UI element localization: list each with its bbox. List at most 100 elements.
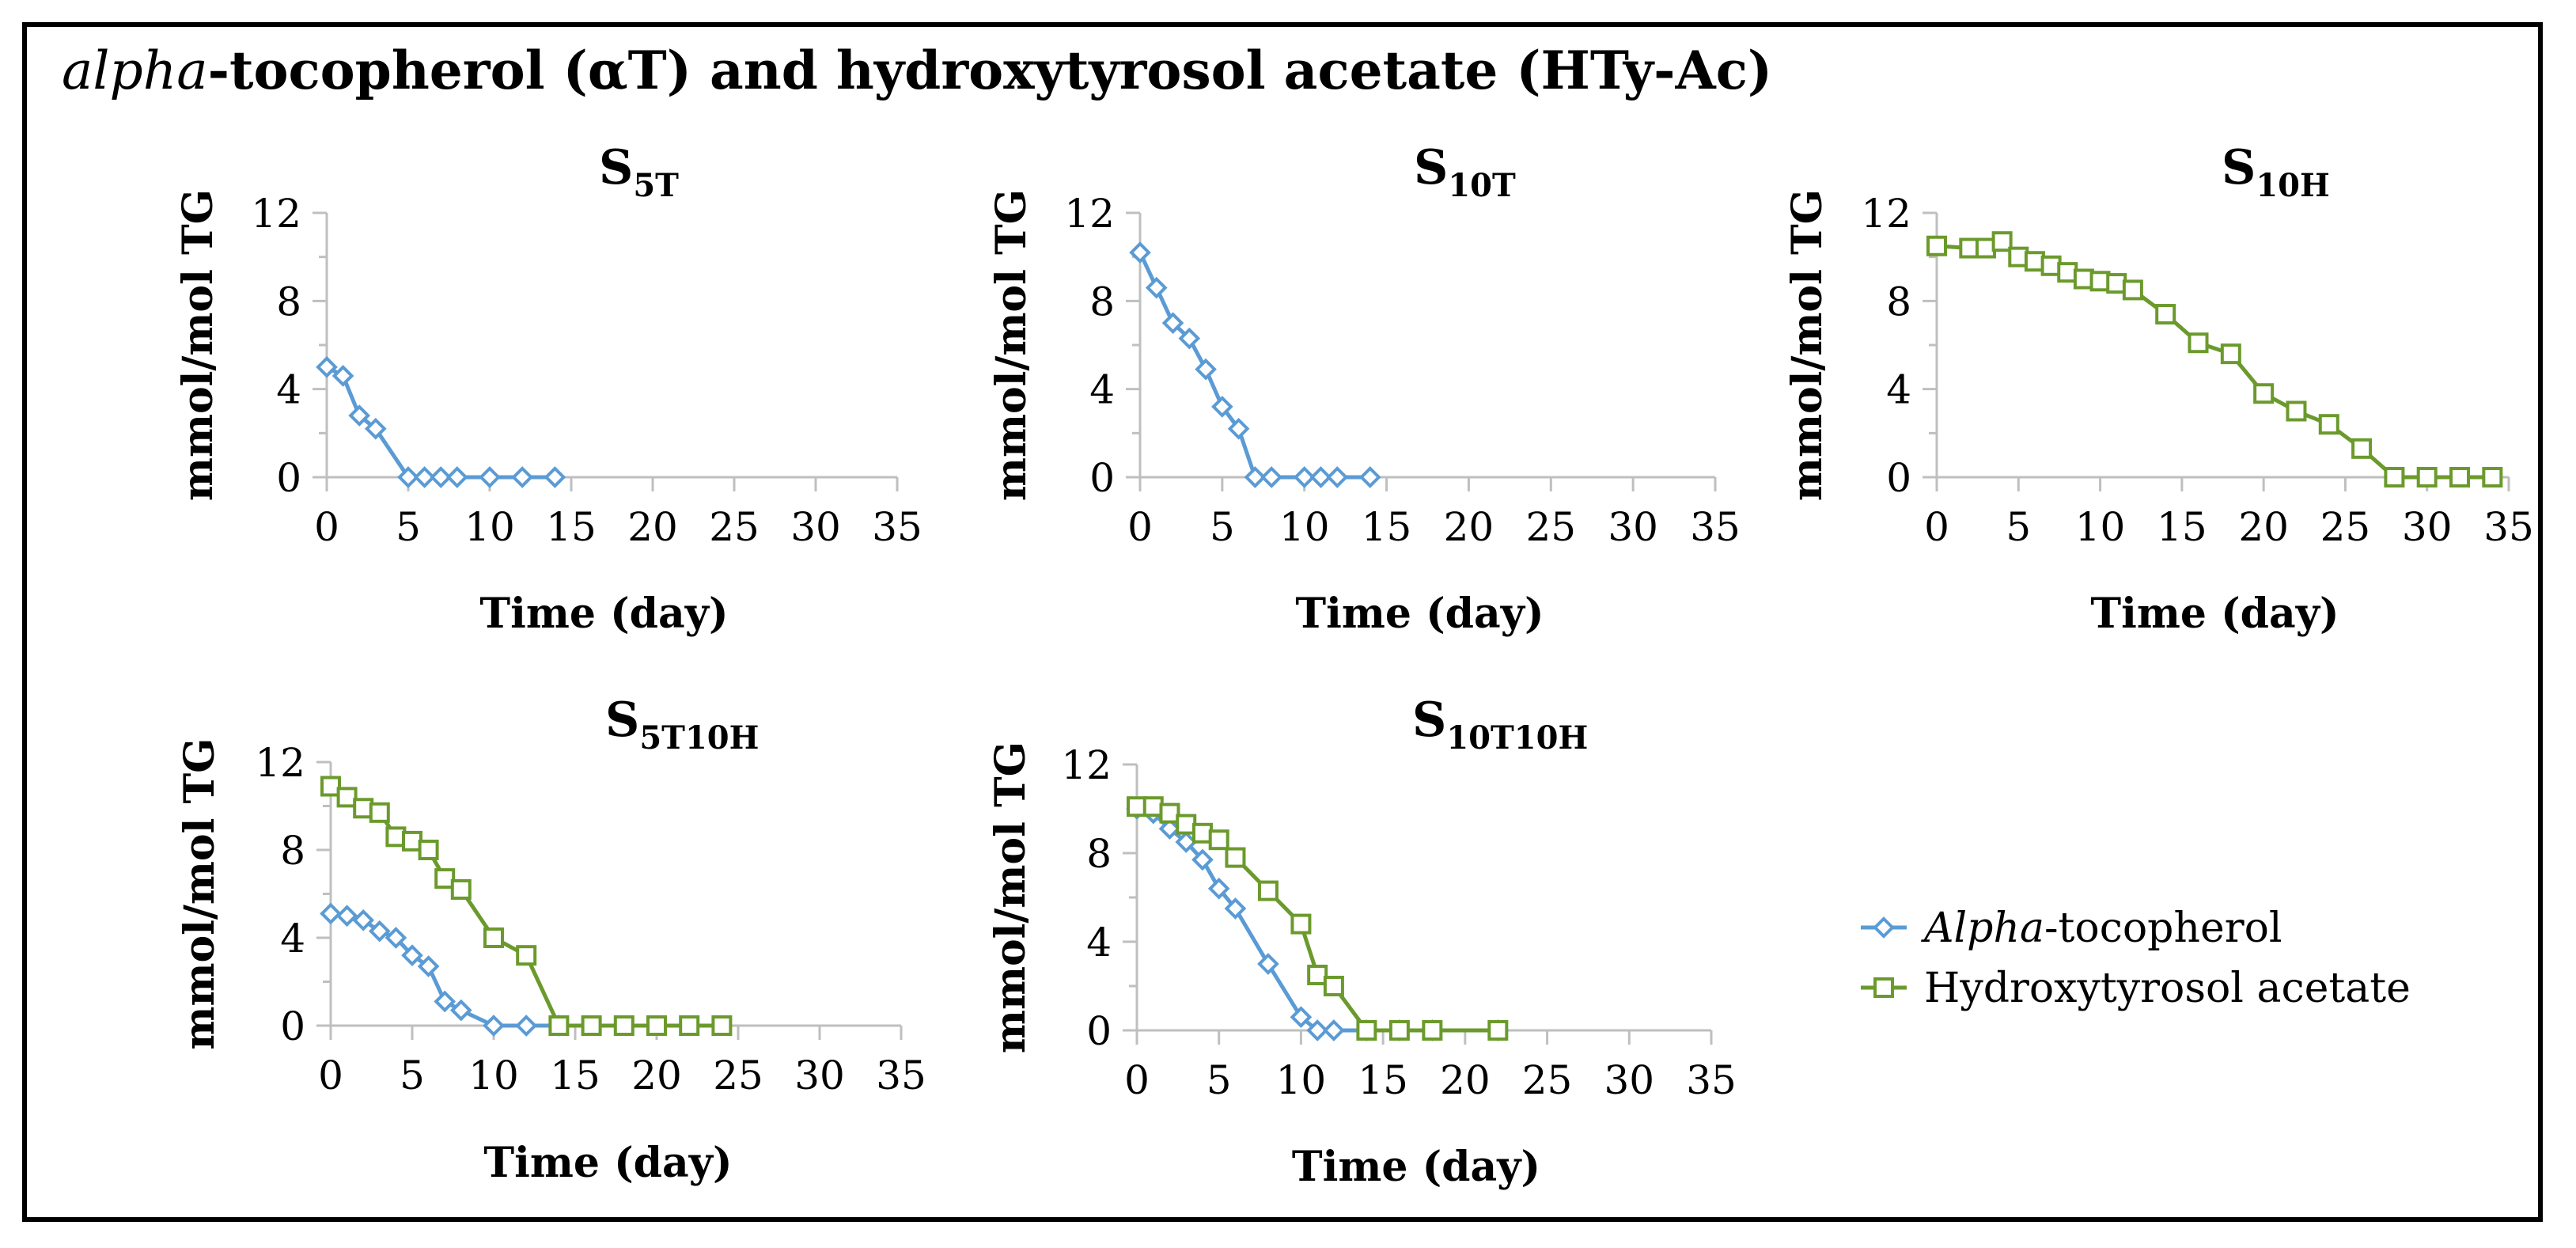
y-axis-label: mmol/mol TG — [174, 189, 222, 501]
x-axis-label: Time (day) — [1295, 590, 1544, 638]
chart-2: 0 4 8 12 0 5 10 15 20 25 30 35 S10T Time (day) mmol/mo… — [987, 140, 1741, 638]
data-point-diamond — [1309, 466, 1332, 488]
x-tick-label: 10 — [2075, 504, 2126, 550]
y-tick-label: 4 — [1089, 367, 1115, 413]
data-point-diamond — [385, 927, 407, 949]
chart-title: S5T — [599, 140, 679, 204]
y-tick-label: 12 — [1061, 742, 1112, 788]
data-point-square — [1487, 1020, 1509, 1041]
data-point-diamond — [1358, 466, 1381, 488]
x-tick-label: 0 — [1124, 1057, 1150, 1103]
data-point-square — [1257, 880, 1279, 901]
x-tick-label: 25 — [1525, 504, 1576, 550]
data-point-square — [1208, 829, 1229, 851]
data-point-diamond — [1129, 241, 1151, 264]
data-point-square — [2220, 343, 2241, 365]
data-point-diamond — [1257, 953, 1279, 975]
data-point-diamond — [1161, 312, 1184, 334]
x-tick-label: 30 — [2402, 504, 2453, 550]
data-point-square — [711, 1015, 733, 1036]
data-point-diamond — [434, 990, 456, 1013]
y-tick-label: 4 — [1886, 367, 1911, 413]
data-point-diamond — [1227, 417, 1250, 440]
data-point-diamond — [449, 999, 472, 1022]
data-point-diamond — [401, 944, 423, 967]
y-tick-label: 8 — [1886, 279, 1911, 324]
data-point-square — [1290, 913, 1312, 935]
data-point-diamond — [335, 905, 358, 927]
legend: Alpha-tocopherol Hydroxytyrosol acetate — [1861, 905, 2411, 1012]
data-point-square — [1176, 814, 1197, 835]
data-point-square — [418, 840, 439, 860]
x-tick-label: 15 — [1358, 1057, 1408, 1103]
data-point-square — [1388, 1020, 1410, 1041]
data-point-square — [548, 1015, 570, 1036]
legend-label-alpha: Alpha-tocopherol — [1921, 905, 2282, 952]
x-tick-label: 0 — [1127, 504, 1153, 550]
x-tick-label: 35 — [1686, 1057, 1737, 1103]
series-line-alpha — [1138, 252, 1370, 480]
data-point-square — [1191, 822, 1213, 844]
y-tick-label: 8 — [1086, 831, 1112, 877]
figure-title-italic: alpha — [62, 40, 208, 101]
data-point-square — [2122, 279, 2143, 301]
data-point-square — [1991, 231, 2013, 252]
x-tick-label: 5 — [400, 1053, 425, 1098]
x-axis-label: Time (day) — [2090, 590, 2339, 638]
x-axis-label: Time (day) — [483, 1139, 732, 1187]
x-tick-label: 10 — [468, 1053, 519, 1098]
data-point-diamond — [445, 466, 468, 488]
data-point-diamond — [1323, 1019, 1345, 1041]
figure-frame — [22, 22, 2543, 1222]
data-point-diamond — [352, 908, 375, 931]
data-point-square — [1142, 796, 1164, 817]
x-tick-label: 10 — [1276, 1057, 1327, 1103]
data-point-square — [2155, 304, 2176, 325]
legend-marker-diamond — [1873, 916, 1895, 939]
data-point-square — [2416, 467, 2438, 487]
x-tick-label: 5 — [1207, 1057, 1232, 1103]
x-tick-label: 20 — [1444, 504, 1494, 550]
y-tick-label: 8 — [280, 828, 305, 874]
y-tick-label: 12 — [1861, 191, 1911, 237]
data-point-square — [646, 1015, 667, 1036]
data-point-square — [516, 945, 537, 966]
x-tick-label: 15 — [1362, 504, 1412, 550]
data-point-diamond — [1290, 1006, 1313, 1029]
data-point-square — [1159, 802, 1180, 824]
legend-marker-square — [1873, 977, 1894, 998]
chart-3: 0 4 8 12 0 5 10 15 20 25 30 35 S10H Time (day) mmol/mo… — [1783, 140, 2534, 638]
data-point-diamond — [1158, 817, 1181, 840]
data-point-square — [1127, 796, 1147, 817]
data-point-diamond — [368, 920, 391, 943]
x-tick-label: 20 — [1440, 1057, 1491, 1103]
y-tick-label: 0 — [1886, 455, 1911, 501]
data-point-diamond — [483, 1015, 505, 1037]
data-point-diamond — [479, 466, 501, 488]
x-tick-label: 25 — [709, 504, 760, 550]
data-point-square — [336, 787, 358, 808]
figure-title: alpha-tocopherol (αT) and hydroxytyrosol… — [62, 40, 1772, 101]
x-tick-label: 20 — [627, 504, 678, 550]
data-point-square — [434, 868, 456, 890]
data-point-diamond — [413, 466, 436, 488]
data-point-square — [581, 1015, 602, 1036]
data-point-diamond — [397, 466, 419, 488]
data-point-square — [2449, 467, 2471, 487]
x-tick-label: 20 — [631, 1053, 682, 1098]
legend-label-hty: Hydroxytyrosol acetate — [1924, 965, 2411, 1012]
data-point-square — [1225, 847, 1246, 868]
data-point-square — [320, 776, 341, 797]
data-point-square — [2318, 414, 2339, 435]
data-point-diamond — [1326, 466, 1349, 488]
data-point-square — [679, 1015, 700, 1036]
y-tick-label: 0 — [1086, 1008, 1112, 1054]
chart-title: S10T — [1414, 140, 1516, 204]
data-point-square — [1323, 976, 1344, 996]
data-point-diamond — [1293, 466, 1316, 488]
x-tick-label: 5 — [1210, 504, 1235, 550]
chart-title: S5T10H — [605, 692, 759, 757]
chart-1: 0 4 8 12 0 5 10 15 20 25 30 35 S5T Time (day) mmol/mol… — [174, 140, 922, 638]
data-point-square — [2351, 438, 2373, 459]
series-line-hty — [1936, 239, 2493, 480]
